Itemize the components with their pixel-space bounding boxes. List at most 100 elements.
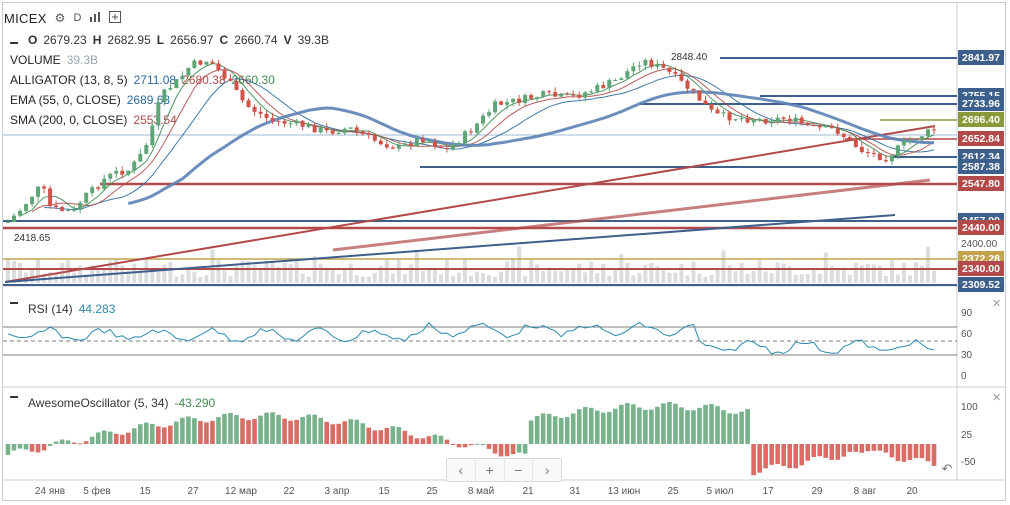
candle[interactable]	[481, 112, 486, 127]
candle[interactable]	[444, 143, 449, 153]
candle[interactable]	[721, 109, 726, 117]
candle[interactable]	[709, 101, 714, 113]
candle[interactable]	[174, 78, 179, 89]
candle[interactable]	[54, 200, 59, 210]
candle[interactable]	[763, 118, 768, 125]
candle[interactable]	[493, 98, 498, 115]
candle[interactable]	[739, 114, 744, 123]
candle[interactable]	[847, 134, 852, 140]
trend-line[interactable]	[4, 125, 936, 283]
trend-lines[interactable]	[4, 125, 936, 283]
candle[interactable]	[703, 95, 708, 105]
candle[interactable]	[775, 114, 780, 125]
candle[interactable]	[547, 90, 552, 95]
volume-legend[interactable]: VOLUME 39.3B	[10, 53, 98, 67]
candle[interactable]	[643, 58, 648, 71]
candlesticks[interactable]	[6, 57, 936, 223]
candle[interactable]	[529, 93, 534, 101]
candle[interactable]	[234, 79, 239, 91]
candle[interactable]	[913, 138, 918, 141]
candle[interactable]	[30, 195, 35, 207]
candle[interactable]	[72, 205, 77, 213]
candle[interactable]	[222, 66, 227, 80]
candle[interactable]	[631, 62, 636, 76]
alligator-legend[interactable]: ALLIGATOR (13, 8, 5) 2711.08 2680.38 266…	[10, 73, 275, 87]
candle[interactable]	[342, 127, 347, 136]
candle[interactable]	[835, 123, 840, 136]
candle[interactable]	[649, 57, 654, 69]
candle[interactable]	[240, 88, 245, 103]
candle[interactable]	[126, 170, 131, 177]
candle[interactable]	[12, 213, 17, 223]
candle[interactable]	[414, 135, 419, 147]
candle[interactable]	[78, 200, 83, 214]
candle[interactable]	[84, 191, 89, 205]
candle[interactable]	[138, 149, 143, 162]
candle[interactable]	[366, 130, 371, 139]
gear-icon[interactable]: ⚙	[54, 11, 66, 25]
candle[interactable]	[228, 74, 233, 82]
candle[interactable]	[324, 123, 329, 134]
candle[interactable]	[198, 59, 203, 66]
candle[interactable]	[120, 166, 125, 179]
candle[interactable]	[565, 92, 570, 96]
candle[interactable]	[330, 129, 335, 136]
candle[interactable]	[769, 117, 774, 128]
candle[interactable]	[517, 94, 522, 106]
candle[interactable]	[715, 107, 720, 114]
candle[interactable]	[805, 122, 810, 127]
candle[interactable]	[156, 98, 161, 130]
sma-legend[interactable]: SMA (200, 0, CLOSE) 2553.54	[10, 113, 177, 127]
candle[interactable]	[883, 155, 888, 163]
candle[interactable]	[871, 148, 876, 158]
candle[interactable]	[787, 115, 792, 125]
candle[interactable]	[210, 59, 215, 64]
candle[interactable]	[216, 59, 221, 72]
candle[interactable]	[841, 133, 846, 142]
candle[interactable]	[655, 59, 660, 70]
undo-icon[interactable]: ↶	[941, 461, 953, 476]
candle[interactable]	[60, 205, 65, 212]
candle[interactable]	[625, 68, 630, 79]
candle[interactable]	[300, 120, 305, 131]
price-axis[interactable]: 2841.972755.152733.962696.402652.842612.…	[958, 50, 1004, 292]
candle[interactable]	[336, 130, 341, 135]
candle[interactable]	[823, 124, 828, 128]
candle[interactable]	[384, 139, 389, 150]
candle[interactable]	[811, 124, 816, 127]
candle[interactable]	[462, 129, 467, 145]
candle[interactable]	[745, 113, 750, 124]
candle[interactable]	[18, 208, 23, 218]
candle[interactable]	[294, 118, 299, 126]
candle[interactable]	[799, 115, 804, 126]
candle[interactable]	[282, 118, 287, 128]
candle[interactable]	[456, 141, 461, 146]
candle[interactable]	[781, 116, 786, 123]
candle[interactable]	[685, 78, 690, 93]
trend-line[interactable]	[4, 214, 896, 283]
close-ao-icon[interactable]: ✕	[992, 392, 1002, 404]
rsi-legend[interactable]: RSI (14) 44.283	[10, 302, 115, 316]
candle[interactable]	[907, 136, 912, 145]
candle[interactable]	[420, 135, 425, 144]
candle[interactable]	[348, 127, 353, 129]
candle[interactable]	[144, 142, 149, 155]
candle[interactable]	[853, 135, 858, 148]
candle[interactable]	[276, 120, 281, 126]
candle[interactable]	[475, 122, 480, 135]
candle[interactable]	[865, 148, 870, 158]
candle[interactable]	[877, 153, 882, 161]
candle[interactable]	[661, 60, 666, 69]
candle[interactable]	[408, 140, 413, 150]
candle[interactable]	[108, 172, 113, 183]
candle[interactable]	[889, 153, 894, 165]
candle[interactable]	[667, 67, 672, 75]
candle[interactable]	[679, 69, 684, 82]
candle[interactable]	[613, 78, 618, 81]
candle[interactable]	[727, 110, 732, 125]
candle[interactable]	[601, 81, 606, 89]
candle[interactable]	[919, 136, 924, 141]
candle[interactable]	[553, 87, 558, 98]
candle[interactable]	[288, 121, 293, 129]
